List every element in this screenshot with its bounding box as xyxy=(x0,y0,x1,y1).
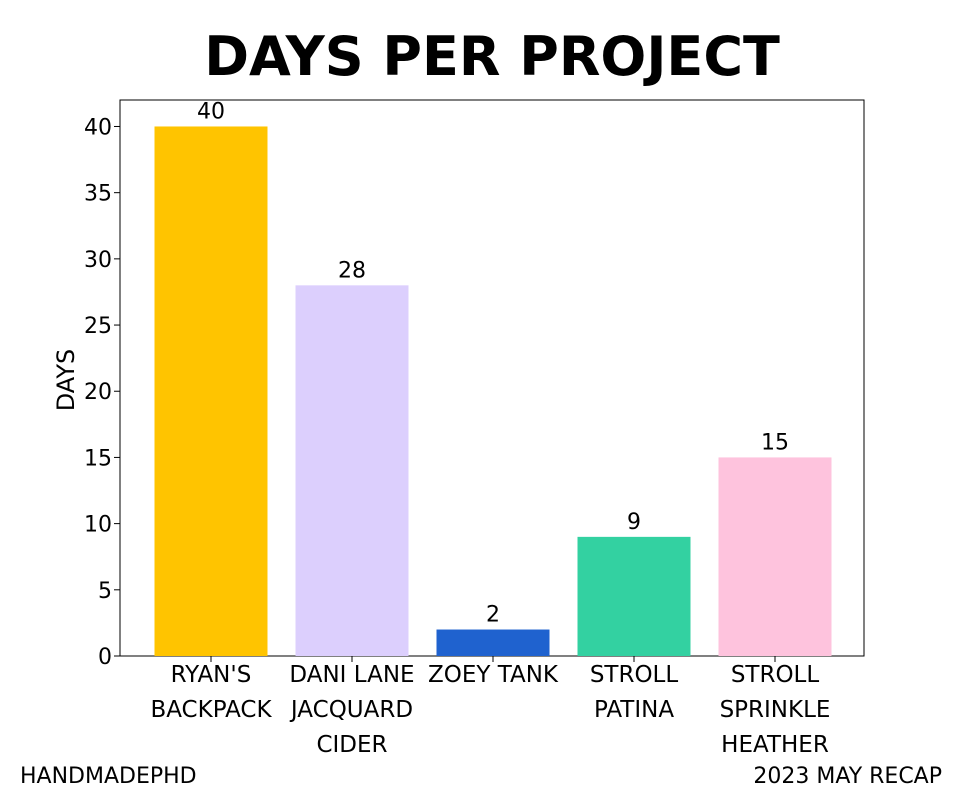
bar xyxy=(436,629,550,656)
y-tick-label: 20 xyxy=(84,380,112,405)
bar xyxy=(295,285,409,656)
bar-value-label: 9 xyxy=(627,510,641,535)
x-category-label: CIDER xyxy=(316,732,387,758)
x-category-label: HEATHER xyxy=(721,732,829,758)
x-category-label: DANI LANE xyxy=(289,662,414,688)
bar-value-label: 2 xyxy=(486,603,500,628)
x-category-label: SPRINKLE xyxy=(720,697,831,723)
bar-value-label: 15 xyxy=(761,430,789,455)
y-tick-label: 10 xyxy=(84,513,112,538)
x-category-label: STROLL xyxy=(590,662,679,688)
x-axis: RYAN'S BACKPACK DANI LANE JACQUARD CIDER ZOEY… xyxy=(150,656,830,758)
bar-value-label: 28 xyxy=(338,258,366,283)
y-tick-label: 0 xyxy=(98,645,112,670)
y-tick-label: 30 xyxy=(84,248,112,273)
bars: 40 28 2 9 15 xyxy=(154,99,832,656)
x-category-label: ZOEY TANK xyxy=(428,662,559,688)
y-tick-label: 25 xyxy=(84,314,112,339)
y-tick-label: 40 xyxy=(84,115,112,140)
bar xyxy=(154,126,268,656)
x-category-label: RYAN'S xyxy=(171,662,252,688)
bar xyxy=(577,536,691,656)
y-tick-label: 5 xyxy=(98,579,112,604)
footer-right: 2023 MAY RECAP xyxy=(753,764,942,789)
x-category-label: JACQUARD xyxy=(289,697,413,723)
bar xyxy=(718,457,832,656)
y-axis: 0 5 10 15 20 25 30 35 40 xyxy=(84,115,120,670)
footer-left: HANDMADEPHD xyxy=(20,764,197,789)
x-category-label: PATINA xyxy=(594,697,674,723)
bar-value-label: 40 xyxy=(197,99,225,124)
x-category-label: STROLL xyxy=(731,662,820,688)
y-tick-label: 35 xyxy=(84,182,112,207)
y-tick-label: 15 xyxy=(84,446,112,471)
y-axis-label: DAYS xyxy=(52,349,80,412)
chart-title: DAYS PER PROJECT xyxy=(204,25,780,88)
x-category-label: BACKPACK xyxy=(150,697,272,723)
